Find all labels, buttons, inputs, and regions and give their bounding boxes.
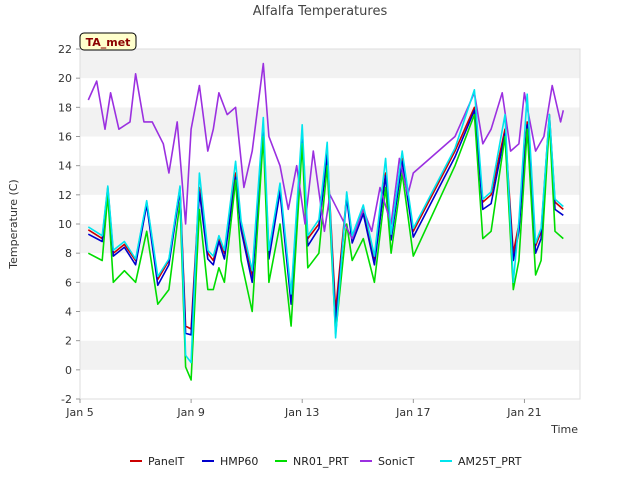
legend-label: NR01_PRT <box>293 455 349 468</box>
y-tick-label: 8 <box>65 247 72 260</box>
y-tick-label: 16 <box>58 131 72 144</box>
series-line-am25t-prt <box>87 89 564 364</box>
series-lines <box>87 62 565 381</box>
grid-band <box>80 340 580 370</box>
y-tick-label: 10 <box>58 218 72 231</box>
y-tick-label: 6 <box>65 276 72 289</box>
chart-title: Alfalfa Temperatures <box>253 4 388 19</box>
grid-band <box>80 311 580 341</box>
x-tick-label: Jan 21 <box>506 406 541 419</box>
series-line-nr01-prt <box>87 113 564 381</box>
series-line-sonict <box>87 62 565 240</box>
legend-label: PanelT <box>148 455 185 468</box>
x-axis-label: Time <box>550 423 578 436</box>
x-tick-label: Jan 17 <box>395 406 430 419</box>
x-tick-label: Jan 5 <box>65 406 93 419</box>
grid-band <box>80 78 580 108</box>
legend-label: HMP60 <box>220 455 258 468</box>
y-axis-label: Temperature (C) <box>7 179 20 269</box>
y-tick-label: 14 <box>58 160 72 173</box>
grid-band <box>80 369 580 399</box>
y-tick-label: 22 <box>58 43 72 56</box>
y-tick-label: 12 <box>58 189 72 202</box>
y-tick-label: -2 <box>61 393 72 406</box>
x-tick-label: Jan 9 <box>176 406 204 419</box>
legend-label: AM25T_PRT <box>458 455 522 468</box>
y-tick-label: 0 <box>65 364 72 377</box>
legend-label: SonicT <box>378 455 415 468</box>
x-axis-ticks: Jan 5 Jan 9 Jan 13 Jan 17 Jan 21 <box>65 399 542 419</box>
ta-met-badge: TA_met <box>79 32 137 51</box>
y-tick-label: 2 <box>65 335 72 348</box>
legend: PanelT HMP60 NR01_PRT SonicT AM25T_PRT <box>130 455 522 468</box>
y-tick-label: 18 <box>58 101 72 114</box>
y-axis-ticks: -2 0 2 4 6 8 10 12 14 16 18 20 22 <box>58 43 80 406</box>
badge-label: TA_met <box>86 36 131 49</box>
y-tick-label: 20 <box>58 72 72 85</box>
x-tick-label: Jan 13 <box>284 406 319 419</box>
grid-band <box>80 49 580 79</box>
y-tick-label: 4 <box>65 306 72 319</box>
